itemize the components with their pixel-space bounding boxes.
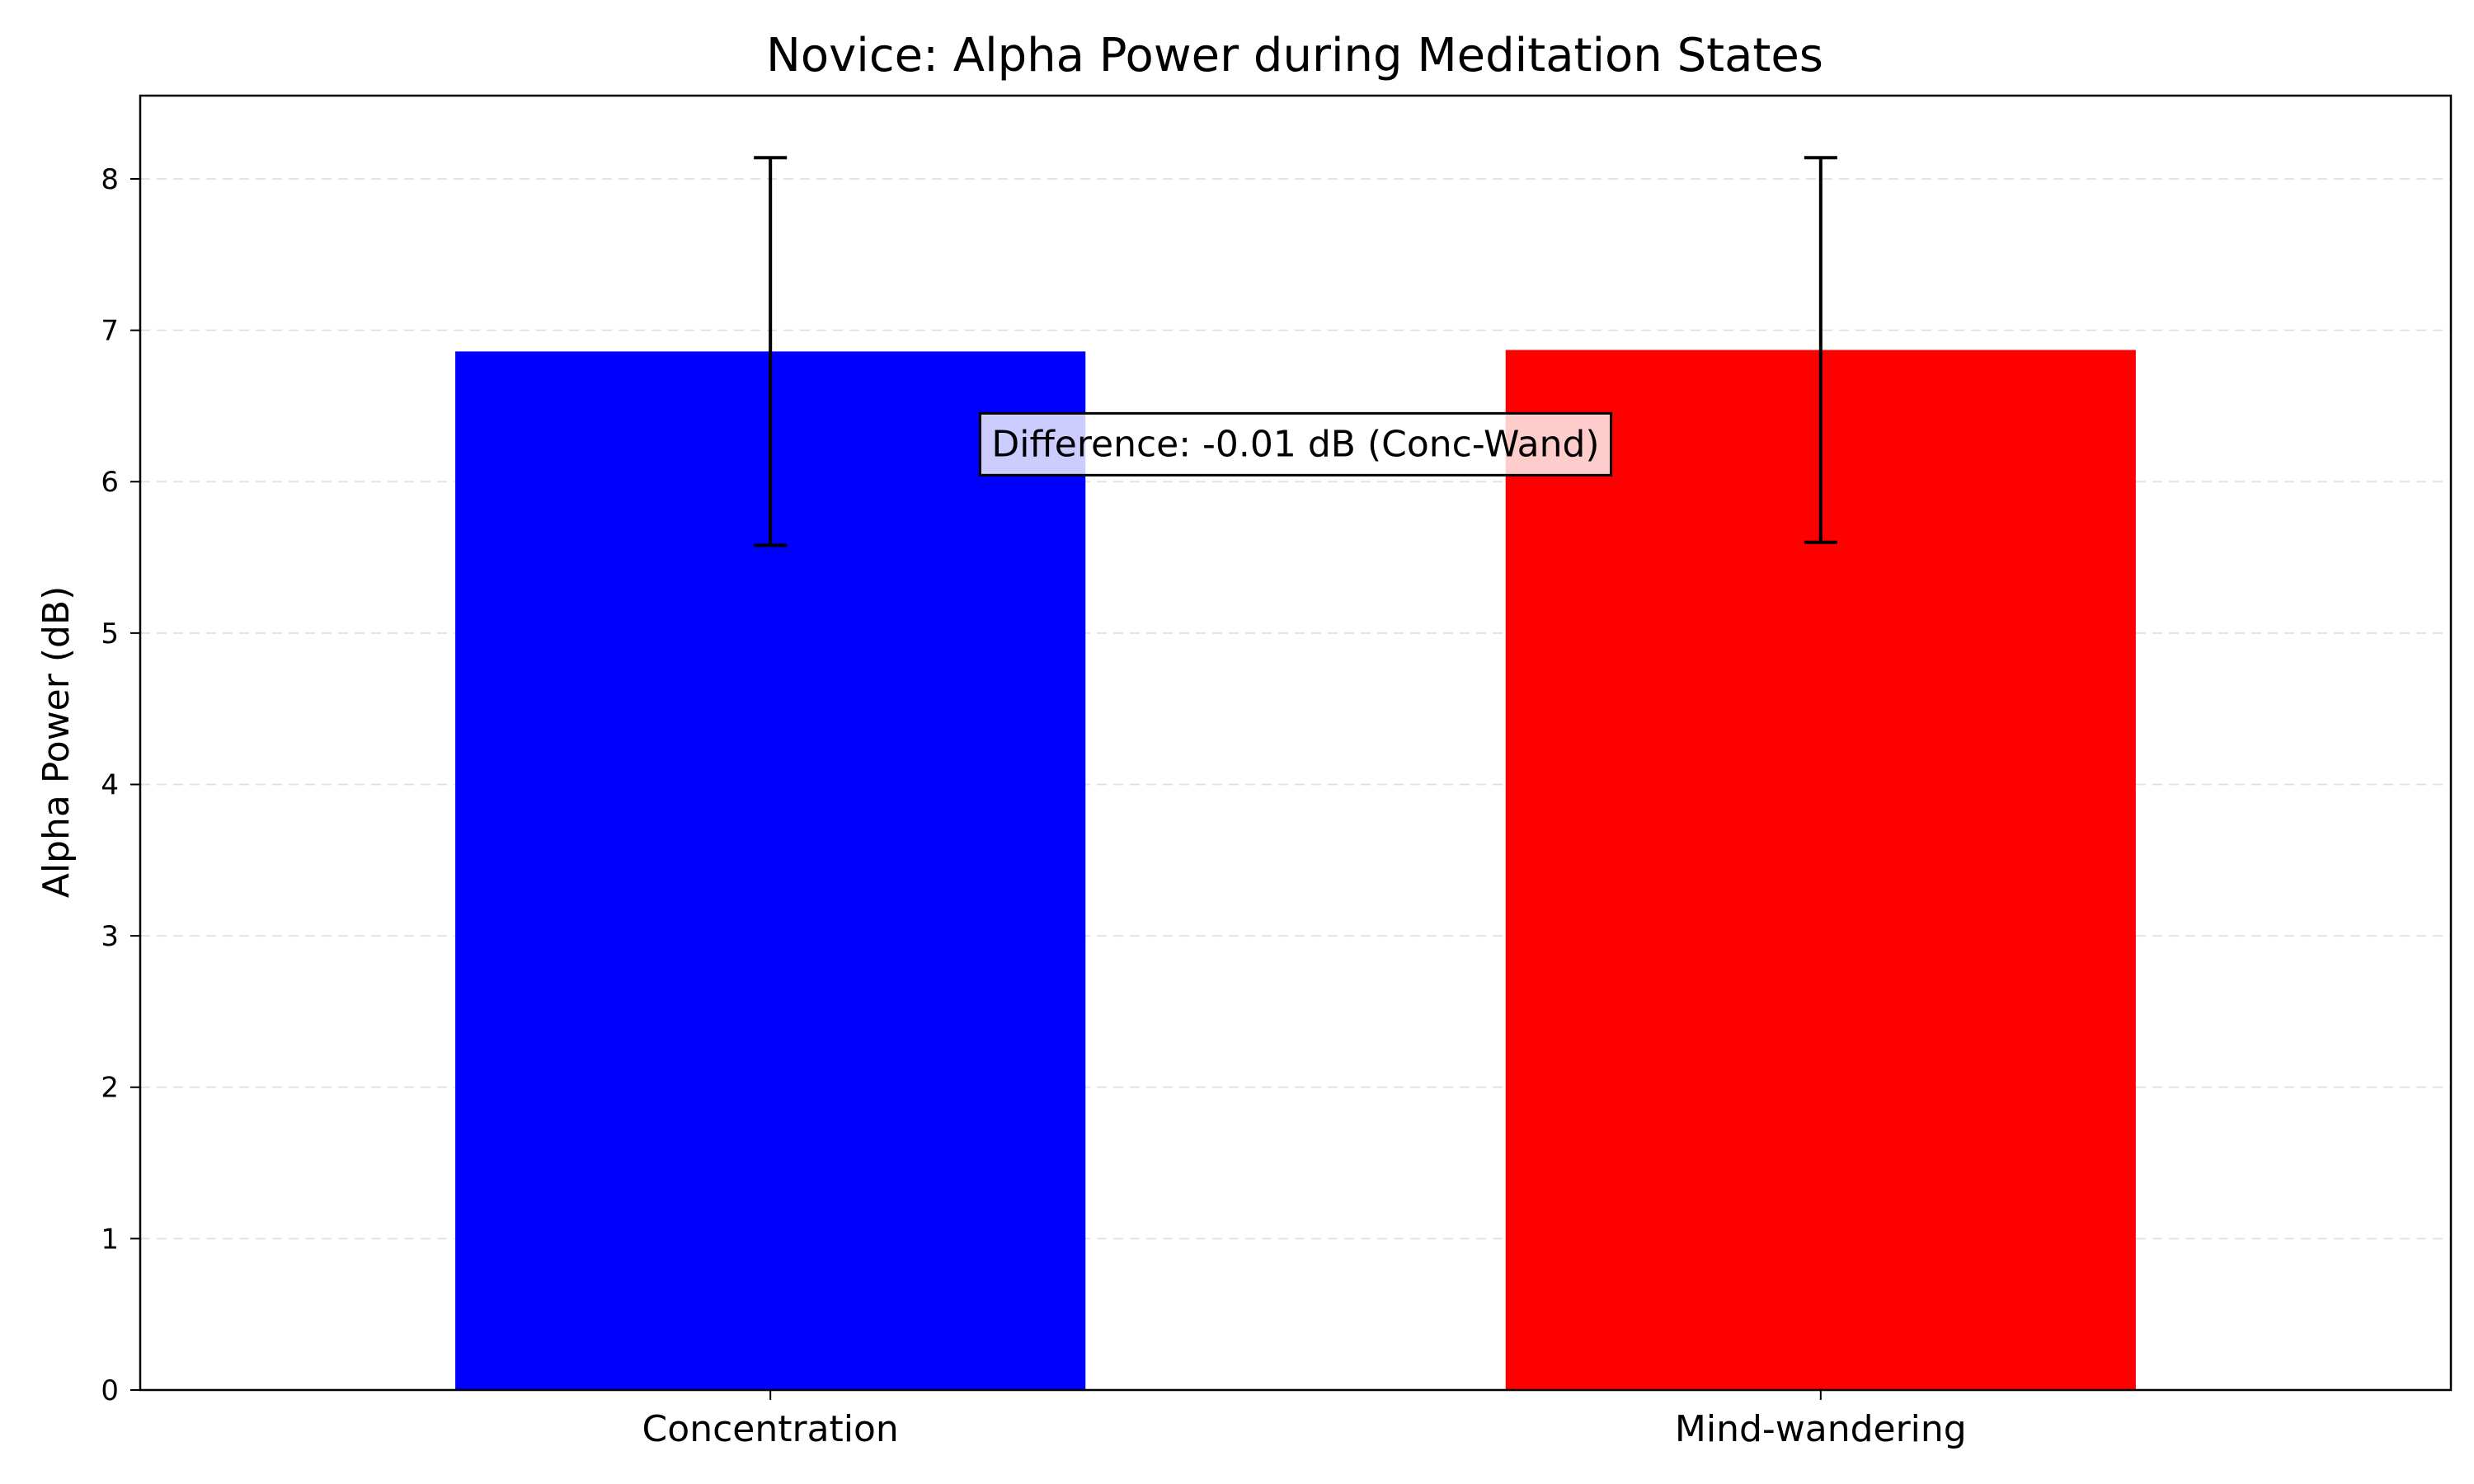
y-tick-label: 4 bbox=[101, 768, 119, 801]
y-ticks: 0 1 2 3 4 5 6 7 8 bbox=[101, 163, 140, 1407]
annotation-text: Difference: -0.01 dB (Conc-Wand) bbox=[991, 423, 1599, 465]
y-tick-label: 0 bbox=[101, 1374, 119, 1407]
x-tick-label: Concentration bbox=[642, 1408, 899, 1450]
annotation-box bbox=[978, 411, 1613, 477]
difference-annotation: Difference: -0.01 dB (Conc-Wand) bbox=[978, 411, 1613, 477]
axes bbox=[139, 94, 2453, 1392]
y-tick-label: 1 bbox=[101, 1223, 119, 1256]
bars bbox=[455, 350, 2136, 1391]
y-tick-label: 8 bbox=[101, 163, 119, 196]
y-tick-label: 3 bbox=[101, 920, 119, 953]
y-tick-label: 7 bbox=[101, 315, 119, 348]
chart-title: Novice: Alpha Power during Meditation St… bbox=[766, 29, 1823, 82]
plot-frame bbox=[139, 94, 2453, 1392]
error-bars bbox=[754, 156, 1837, 547]
y-tick-label: 6 bbox=[101, 466, 119, 499]
y-tick-label: 2 bbox=[101, 1072, 119, 1105]
y-axis-label: Alpha Power (dB) bbox=[35, 586, 78, 899]
y-tick-label: 5 bbox=[101, 618, 119, 650]
x-tick-label: Mind-wandering bbox=[1675, 1408, 1967, 1450]
x-ticks: Concentration Mind-wandering bbox=[642, 1390, 1967, 1450]
